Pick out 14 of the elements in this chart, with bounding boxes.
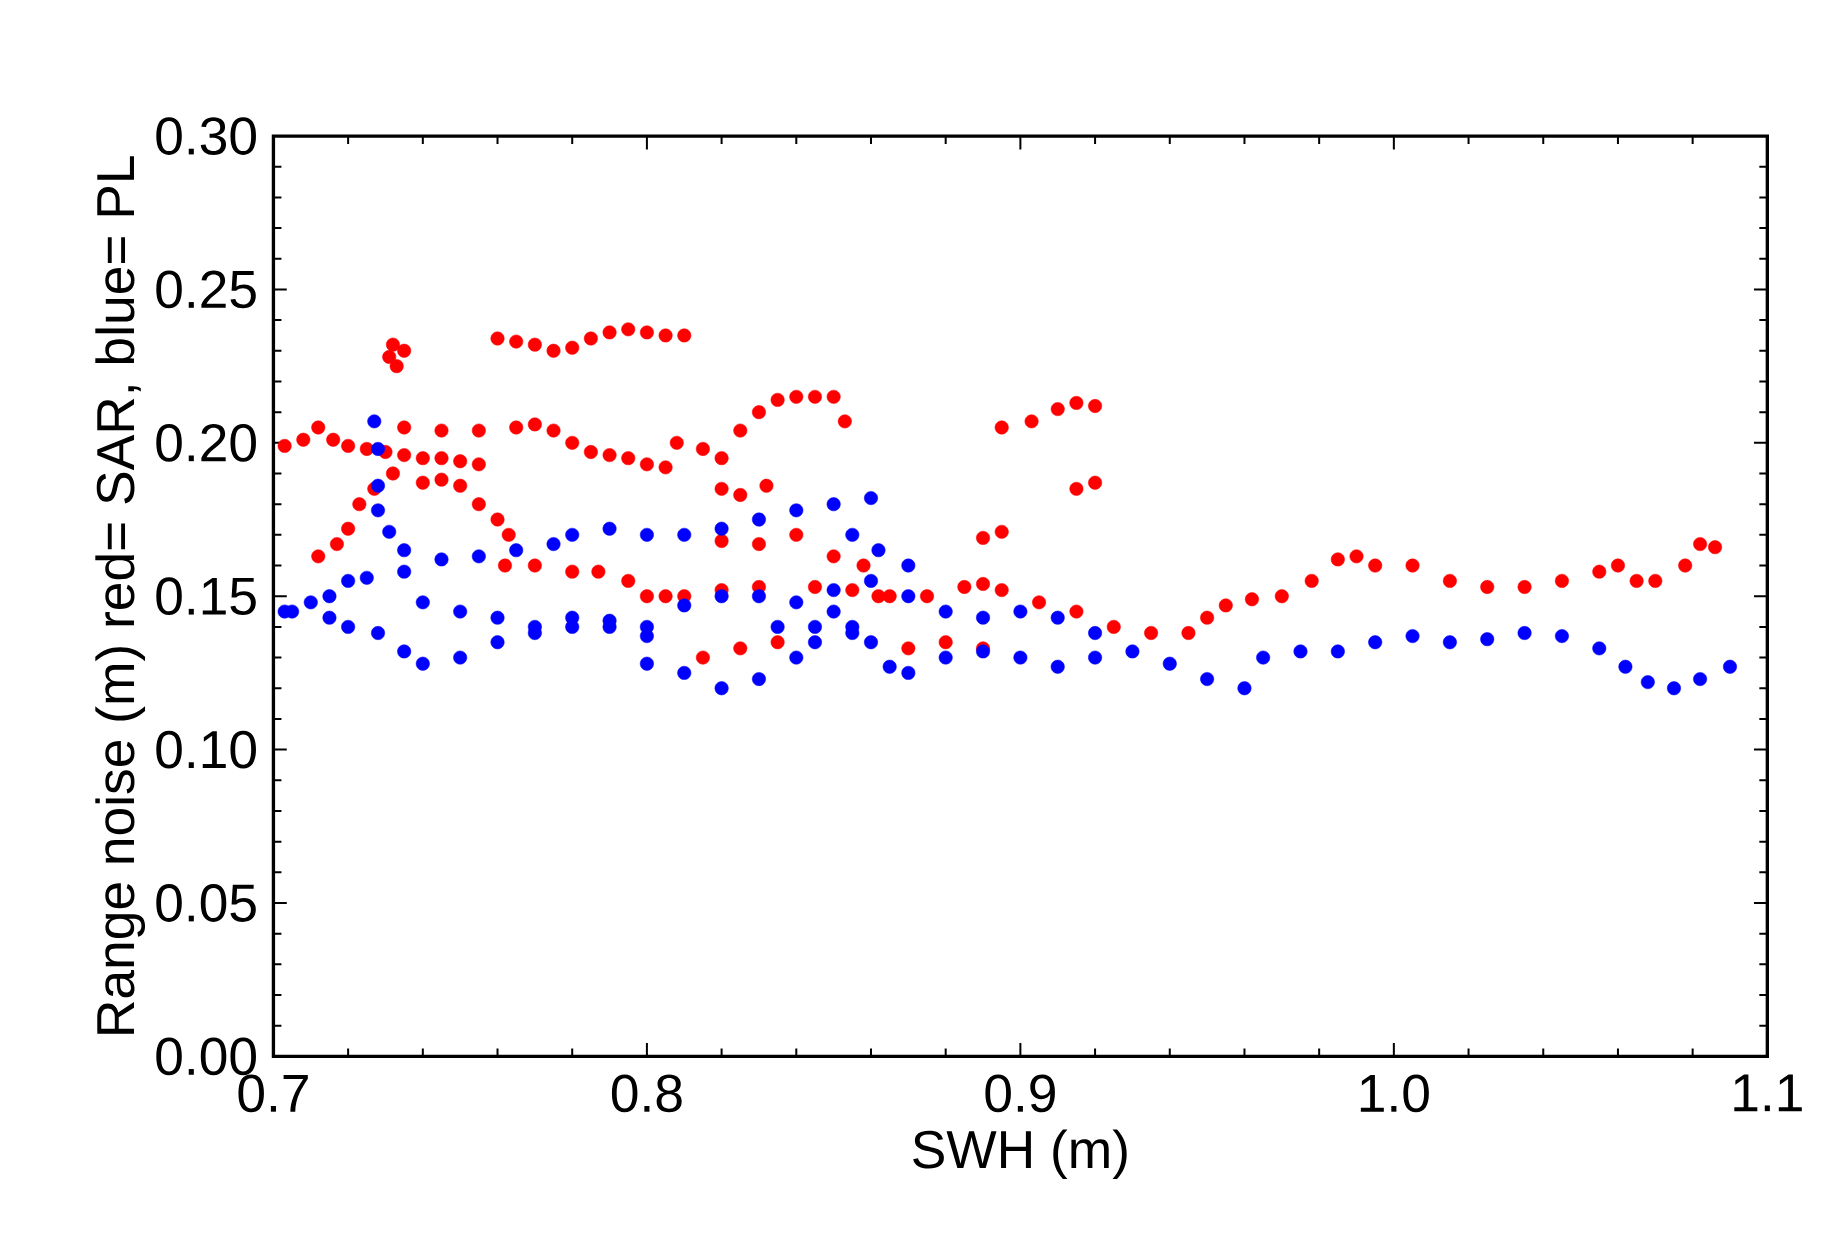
y-tick-label: 0.05 — [156, 884, 256, 922]
y-axis-title: Range noise (m) red= SAR, blue= PL — [95, 156, 146, 1034]
y-tick-label: 0.15 — [156, 577, 256, 616]
y-tick-label: 0.00 — [156, 1037, 256, 1076]
y-tick-label: 0.10 — [156, 730, 256, 769]
y-tick-label: 0.20 — [156, 423, 256, 462]
x-tick-label: 0.7 — [238, 1074, 308, 1113]
x-tick-label: 0.8 — [611, 1074, 682, 1113]
x-tick-label: 0.9 — [985, 1074, 1055, 1113]
y-tick-label: 0.30 — [156, 117, 256, 155]
x-axis-title: SWH (m) — [913, 1129, 1127, 1180]
x-tick-label: 1.0 — [1360, 1074, 1429, 1113]
x-tick-label: 1.1 — [1734, 1074, 1802, 1112]
y-tick-label: 0.25 — [156, 270, 256, 309]
